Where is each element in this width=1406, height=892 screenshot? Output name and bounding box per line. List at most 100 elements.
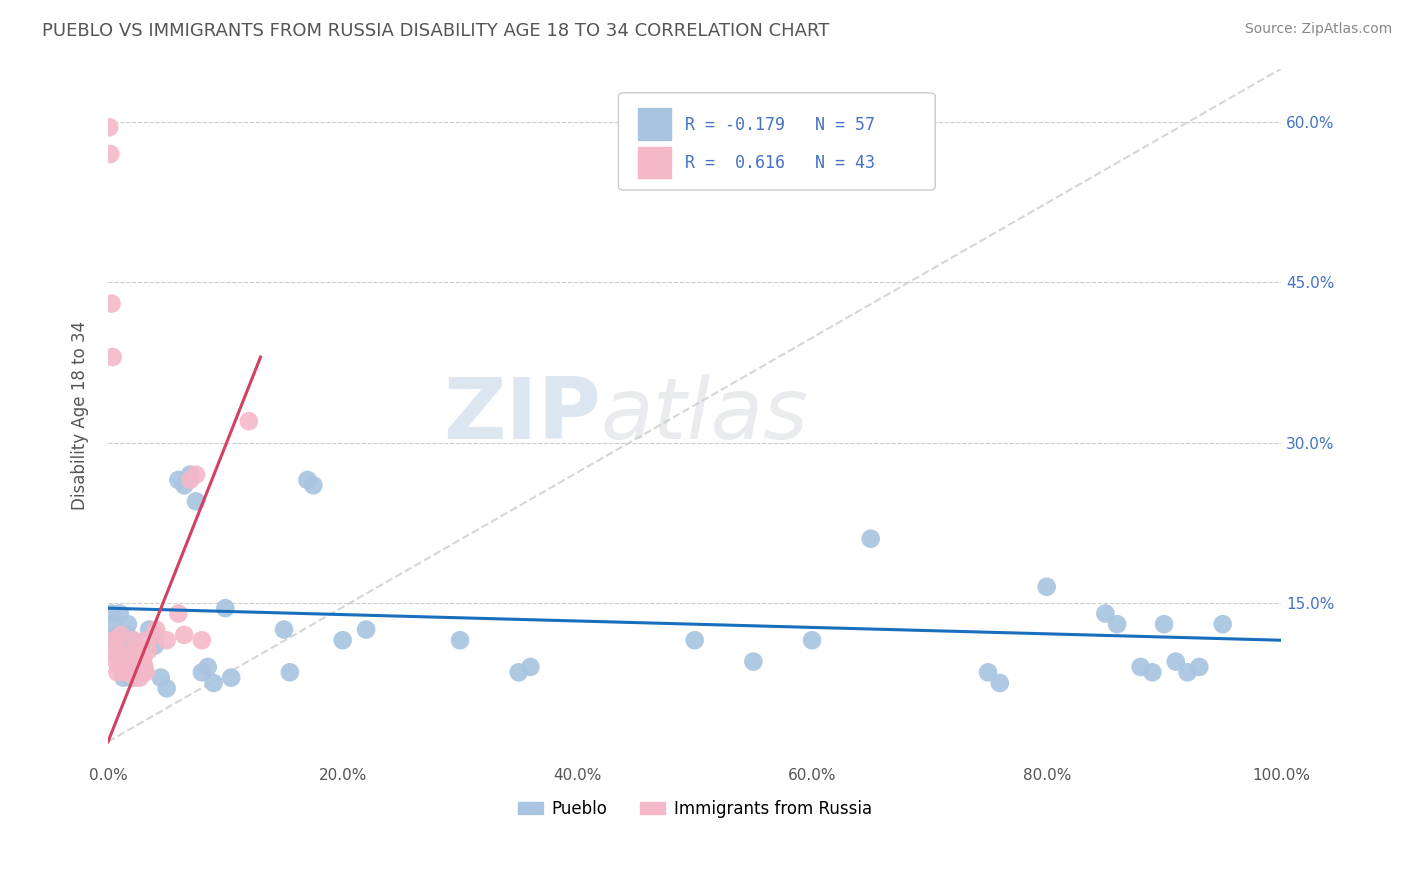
Point [122, 633, 145, 648]
Point [128, 665, 150, 680]
Point [132, 665, 155, 680]
Bar [638, 109, 671, 140]
Point [145, 623, 167, 637]
Point [184, 494, 207, 508]
Point [120, 649, 142, 664]
Point [105, 655, 128, 669]
Point [107, 649, 129, 664]
FancyBboxPatch shape [619, 93, 935, 190]
Point [110, 628, 132, 642]
Point [110, 633, 132, 648]
Point [124, 671, 146, 685]
Point [117, 617, 139, 632]
Point [112, 671, 135, 685]
Point [449, 633, 471, 648]
Point [167, 607, 190, 621]
Point [1129, 660, 1152, 674]
Point [105, 633, 128, 648]
Point [1094, 607, 1116, 621]
Text: R = -0.179   N = 57: R = -0.179 N = 57 [685, 116, 876, 134]
Text: PUEBLO VS IMMIGRANTS FROM RUSSIA DISABILITY AGE 18 TO 34 CORRELATION CHART: PUEBLO VS IMMIGRANTS FROM RUSSIA DISABIL… [42, 22, 830, 40]
Point [120, 633, 142, 648]
Point [1164, 655, 1187, 669]
Point [98, 120, 121, 135]
Point [149, 671, 172, 685]
Point [1107, 617, 1129, 632]
Legend: Pueblo, Immigrants from Russia: Pueblo, Immigrants from Russia [510, 793, 879, 824]
Point [1153, 617, 1175, 632]
Point [103, 633, 125, 648]
Point [125, 660, 148, 674]
Bar [638, 147, 671, 178]
Point [136, 644, 159, 658]
Point [191, 665, 214, 680]
Point [173, 478, 195, 492]
Point [1188, 660, 1211, 674]
Point [519, 660, 541, 674]
Text: R =  0.616   N = 43: R = 0.616 N = 43 [685, 153, 876, 171]
Point [202, 676, 225, 690]
Point [107, 644, 129, 658]
Point [105, 665, 128, 680]
Point [100, 607, 122, 621]
Point [108, 660, 131, 674]
Point [977, 665, 1000, 680]
Point [988, 676, 1011, 690]
Point [115, 628, 138, 642]
Point [135, 633, 157, 648]
Point [801, 633, 824, 648]
Point [332, 633, 354, 648]
Point [184, 467, 207, 482]
Point [179, 467, 201, 482]
Point [128, 671, 150, 685]
Point [278, 665, 301, 680]
Point [1035, 580, 1057, 594]
Point [98, 147, 121, 161]
Point [683, 633, 706, 648]
Point [129, 660, 152, 674]
Point [118, 660, 141, 674]
Point [117, 665, 139, 680]
Point [112, 660, 135, 674]
Point [197, 660, 219, 674]
Point [127, 644, 149, 658]
Point [100, 296, 122, 310]
Point [214, 601, 236, 615]
Point [156, 681, 179, 696]
Point [114, 665, 136, 680]
Text: Source: ZipAtlas.com: Source: ZipAtlas.com [1244, 22, 1392, 37]
Point [103, 617, 125, 632]
Point [112, 633, 135, 648]
Point [297, 473, 319, 487]
Point [121, 665, 143, 680]
Point [508, 665, 530, 680]
Point [138, 623, 160, 637]
Point [354, 623, 377, 637]
Point [219, 671, 242, 685]
Point [115, 655, 138, 669]
Point [742, 655, 765, 669]
Point [120, 660, 142, 674]
Point [111, 644, 134, 658]
Point [1177, 665, 1199, 680]
Point [1212, 617, 1234, 632]
Point [273, 623, 295, 637]
Point [191, 633, 214, 648]
Point [173, 628, 195, 642]
Point [302, 478, 325, 492]
Point [156, 633, 179, 648]
Point [118, 649, 141, 664]
Point [127, 660, 149, 674]
Text: ZIP: ZIP [443, 375, 600, 458]
Point [131, 665, 153, 680]
Point [1142, 665, 1164, 680]
Point [112, 649, 135, 664]
Point [134, 660, 156, 674]
Point [238, 414, 260, 428]
Point [179, 473, 201, 487]
Y-axis label: Disability Age 18 to 34: Disability Age 18 to 34 [72, 321, 89, 510]
Point [143, 628, 166, 642]
Point [101, 350, 124, 364]
Point [111, 649, 134, 664]
Point [135, 665, 157, 680]
